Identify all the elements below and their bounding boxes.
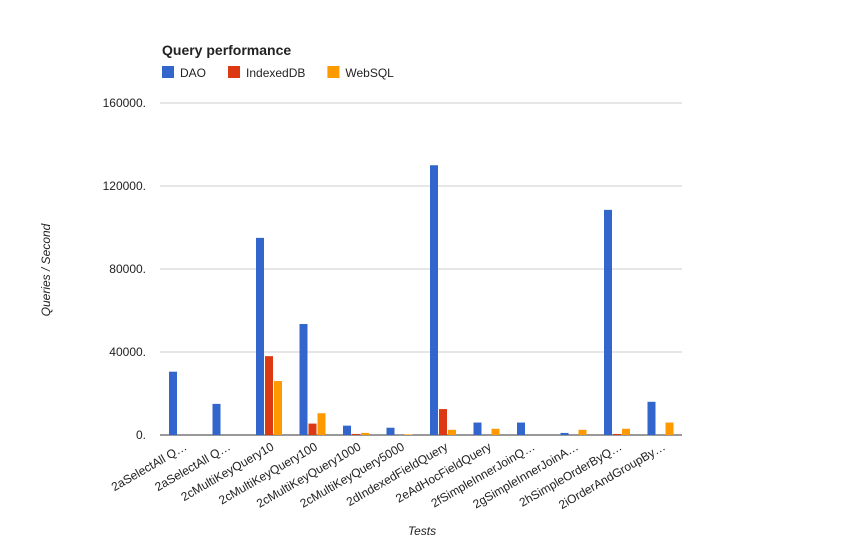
legend-swatch xyxy=(162,66,174,78)
bar xyxy=(299,323,308,435)
bar xyxy=(439,409,447,435)
bar xyxy=(212,403,221,435)
bar xyxy=(404,434,413,435)
legend-label: WebSQL xyxy=(345,66,394,80)
bar xyxy=(274,381,282,435)
bar xyxy=(256,237,264,435)
bar xyxy=(361,432,369,435)
bar xyxy=(448,429,456,435)
bar xyxy=(308,423,317,435)
bar xyxy=(613,433,621,435)
bar xyxy=(560,432,569,435)
y-tick-label: 120000. xyxy=(103,179,146,193)
y-tick-label: 80000. xyxy=(109,262,146,276)
legend-label: DAO xyxy=(180,66,206,80)
bar xyxy=(169,371,177,435)
y-tick-label: 0. xyxy=(136,428,146,442)
bar xyxy=(473,422,482,435)
y-axis-title: Queries / Second xyxy=(39,223,53,316)
bar xyxy=(352,433,360,435)
bar xyxy=(430,165,438,435)
chart-title: Query performance xyxy=(162,42,291,58)
bar xyxy=(491,428,500,435)
bar xyxy=(317,413,326,435)
bar xyxy=(665,422,674,435)
legend-swatch xyxy=(327,66,340,78)
bar xyxy=(604,209,612,435)
bar xyxy=(517,422,525,435)
bar xyxy=(343,425,351,435)
bar xyxy=(578,429,587,435)
bar xyxy=(265,356,273,435)
x-axis-title: Tests xyxy=(408,524,436,538)
y-tick-label: 160000. xyxy=(103,96,146,110)
bar xyxy=(386,427,395,435)
bar xyxy=(647,401,656,435)
legend-swatch xyxy=(228,66,241,78)
y-tick-label: 40000. xyxy=(109,345,146,359)
bar xyxy=(622,428,630,435)
legend-label: IndexedDB xyxy=(246,66,305,80)
